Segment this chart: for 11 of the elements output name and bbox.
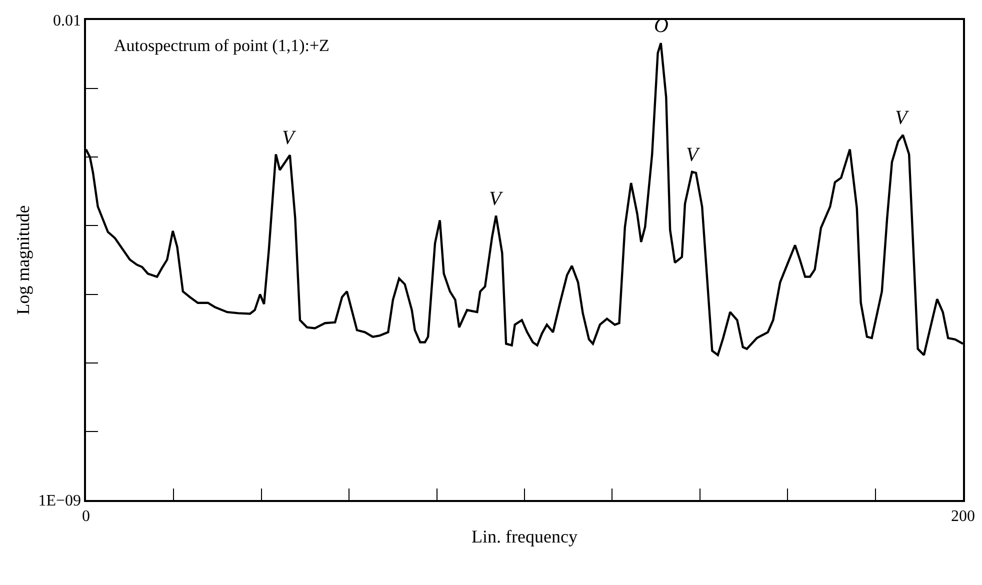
annotation: V bbox=[895, 107, 910, 129]
x-tick-label: 200 bbox=[951, 508, 975, 525]
x-axis-title: Lin. frequency bbox=[472, 526, 578, 547]
y-axis-title: Log magnitude bbox=[12, 205, 33, 315]
annotation: V bbox=[282, 127, 297, 149]
y-tick-label: 0.01 bbox=[53, 12, 82, 30]
annotation: V bbox=[686, 144, 701, 166]
annotation: V bbox=[489, 188, 504, 210]
y-tick-label: 1E−09 bbox=[38, 492, 82, 510]
text: Autospectrum of point (1,1):+Z bbox=[114, 36, 330, 55]
x-tick-label: 0 bbox=[82, 508, 90, 525]
